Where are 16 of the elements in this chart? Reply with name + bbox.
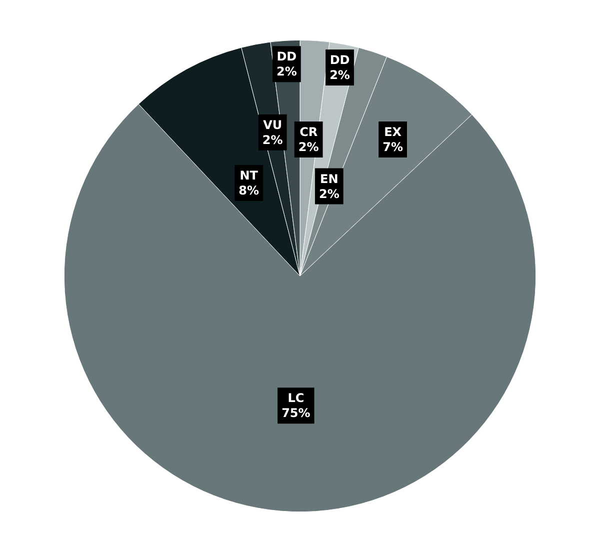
data-label: 7%	[382, 140, 403, 154]
slice-label: DD	[330, 53, 350, 68]
data-label: 2%	[298, 140, 319, 154]
data-label: 8%	[238, 184, 260, 198]
slice-label: EX	[384, 124, 402, 139]
data-label: 2%	[276, 64, 297, 79]
slice-label: CR	[300, 124, 318, 139]
data-label: 2%	[330, 68, 350, 82]
data-label: 2%	[318, 186, 340, 201]
slice-label: EN	[320, 172, 338, 186]
slice-label: NT	[240, 168, 259, 182]
slice-label: DD	[276, 50, 297, 64]
slice-label: VU	[263, 118, 282, 132]
slice-label: LC	[288, 391, 304, 406]
data-label: 2%	[262, 132, 283, 147]
data-label: 75%	[282, 406, 310, 420]
